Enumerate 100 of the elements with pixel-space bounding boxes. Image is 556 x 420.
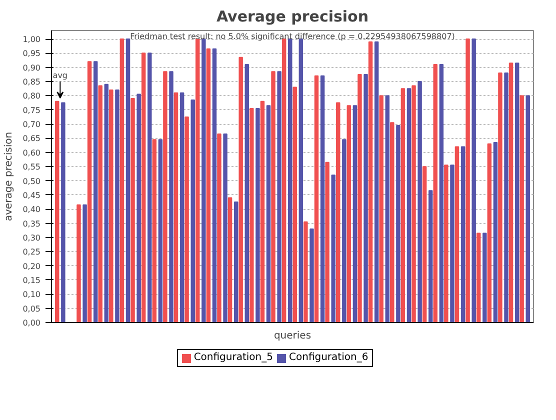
bar — [320, 75, 325, 322]
bar — [352, 105, 358, 322]
bar — [115, 90, 120, 322]
bar — [460, 146, 466, 322]
bar — [336, 102, 340, 322]
bar — [390, 122, 394, 322]
bar — [396, 124, 400, 322]
bar — [82, 204, 87, 322]
legend-label: Configuration_5 — [194, 351, 273, 365]
y-tick-label: 0,65 — [22, 134, 40, 144]
bar — [310, 228, 314, 322]
bar — [256, 108, 260, 322]
bar — [109, 90, 114, 322]
y-axis-title: average precision — [4, 132, 15, 222]
bar — [514, 62, 520, 322]
bar — [439, 64, 444, 322]
y-tick-label: 0,25 — [22, 248, 40, 257]
bar — [266, 105, 271, 322]
bar — [325, 162, 330, 322]
bar — [93, 61, 98, 322]
bar — [141, 52, 146, 322]
annotation: avg — [52, 71, 68, 80]
bar — [504, 72, 508, 322]
bar — [202, 38, 206, 322]
bar — [364, 74, 368, 322]
bar — [304, 221, 308, 322]
bar — [87, 61, 92, 322]
bar — [331, 174, 336, 322]
y-tick-label: 0,90 — [22, 63, 40, 72]
bar — [228, 197, 232, 322]
bar — [454, 146, 460, 322]
bar — [379, 95, 384, 322]
bar — [433, 64, 438, 322]
y-tick-label: 0,15 — [22, 276, 40, 285]
y-tick-label: 0,75 — [22, 106, 40, 115]
bar — [374, 41, 379, 322]
bar — [195, 38, 200, 322]
bar — [260, 100, 265, 322]
y-tick-label: 0,95 — [22, 49, 40, 58]
bar — [476, 232, 481, 322]
bar — [190, 99, 195, 322]
y-tick-label: 0,45 — [22, 190, 40, 200]
bar — [526, 95, 530, 322]
y-tick-label: 0,40 — [22, 205, 40, 214]
bar — [158, 139, 163, 322]
bar — [61, 102, 66, 322]
bar — [520, 95, 524, 322]
bar — [314, 75, 319, 322]
bar — [412, 85, 416, 322]
y-tick-label: 0,00 — [22, 318, 40, 328]
bar — [163, 71, 168, 322]
bar — [400, 88, 406, 322]
bar — [184, 116, 189, 322]
y-tick-label: 0,60 — [22, 148, 40, 158]
bar — [368, 41, 373, 322]
y-tick-label: 0,20 — [22, 262, 40, 271]
bar — [148, 52, 152, 322]
y-tick-label: 0,80 — [22, 92, 40, 101]
bar — [450, 164, 454, 322]
bar — [244, 64, 250, 322]
bar — [342, 139, 346, 322]
bar — [466, 38, 470, 322]
y-tick-label: 0,55 — [22, 162, 40, 172]
y-tick-label: 0,35 — [22, 219, 40, 228]
y-tick-label: 0,70 — [22, 120, 40, 130]
y-tick-label: 0,30 — [22, 233, 40, 242]
y-tick-label: 0,10 — [22, 290, 40, 300]
bar — [428, 190, 433, 322]
bar — [487, 143, 492, 322]
bar — [126, 38, 130, 322]
chart-title: Average precision — [216, 8, 369, 26]
bar — [169, 71, 174, 322]
bar — [223, 133, 228, 322]
bar — [174, 92, 178, 322]
bar — [104, 84, 109, 322]
bar — [130, 98, 135, 322]
bar — [493, 142, 498, 322]
annotation: Friedman test result: no 5.0% significant difference (p = 0.22954938067598807) — [130, 32, 455, 41]
bar — [136, 94, 141, 322]
bar — [444, 164, 448, 322]
bar — [180, 92, 184, 322]
bar — [271, 71, 276, 322]
bar — [498, 72, 502, 322]
bar — [385, 95, 390, 322]
y-tick-label: 0,05 — [22, 304, 40, 314]
bar — [238, 56, 243, 322]
bar — [98, 85, 102, 322]
bar — [217, 133, 222, 322]
bar — [152, 139, 157, 322]
y-tick-label: 1,00 — [22, 35, 40, 44]
bar — [55, 100, 60, 322]
legend-label: Configuration_6 — [289, 351, 368, 365]
x-axis-title: queries — [274, 330, 312, 342]
bar — [298, 38, 304, 322]
bar — [482, 232, 487, 322]
bar — [277, 71, 282, 322]
y-tick-label: 0,85 — [22, 78, 40, 87]
bar — [76, 204, 81, 322]
bar — [206, 48, 211, 322]
bar — [422, 166, 427, 322]
